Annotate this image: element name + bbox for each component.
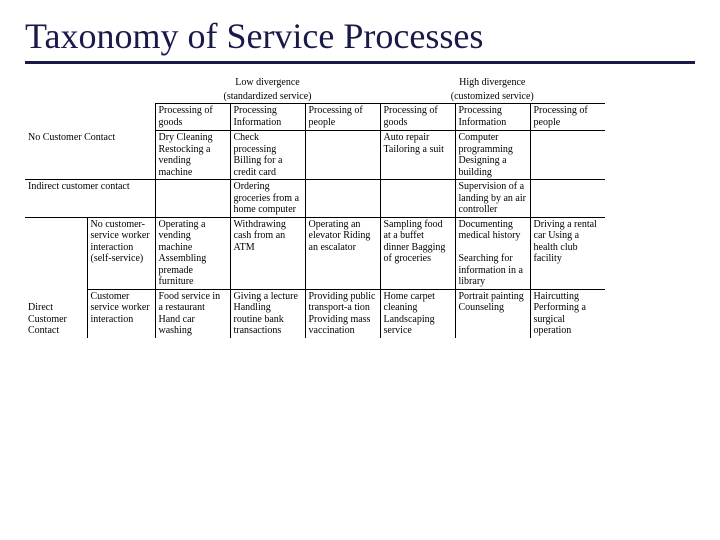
cell-r4-li: Giving a lecture Handling routine bank t… (230, 289, 305, 338)
cell-r3-hi: Documenting medical history Searching fo… (455, 217, 530, 289)
row-no-worker: No customer-service worker interaction (… (87, 217, 155, 289)
col-high-goods: Processing of goods (380, 104, 455, 131)
cell-r2-lg (155, 180, 230, 218)
header-high-sub: (customized service) (380, 90, 605, 104)
cell-r1-hi: Computer programming Designing a buildin… (455, 131, 530, 180)
cell-r2-hi: Supervision of a landing by an air contr… (455, 180, 530, 218)
header-high-div: High divergence (380, 76, 605, 90)
cell-r3-li: Withdrawing cash from an ATM (230, 217, 305, 289)
cell-r4-lp: Providing public transport-a tion Provid… (305, 289, 380, 338)
row-direct: Direct Customer Contact (25, 217, 87, 338)
page-title: Taxonomy of Service Processes (25, 15, 695, 57)
cell-r2-hp (530, 180, 605, 218)
cell-r3-hp: Driving a rental car Using a health club… (530, 217, 605, 289)
title-underline (25, 61, 695, 64)
cell-r4-hp: Haircutting Performing a surgical operat… (530, 289, 605, 338)
row-no-contact: No Customer Contact (25, 131, 155, 180)
cell-r4-hi: Portrait painting Counseling (455, 289, 530, 338)
row-indirect: Indirect customer contact (25, 180, 155, 218)
cell-r4-lg: Food service in a restaurant Hand car wa… (155, 289, 230, 338)
col-low-info: Processing Information (230, 104, 305, 131)
cell-r3-hg: Sampling food at a buffet dinner Bagging… (380, 217, 455, 289)
col-low-goods: Processing of goods (155, 104, 230, 131)
row-worker: Customer service worker interaction (87, 289, 155, 338)
cell-r1-lp (305, 131, 380, 180)
cell-r1-hg: Auto repair Tailoring a suit (380, 131, 455, 180)
cell-r4-hg: Home carpet cleaning Landscaping service (380, 289, 455, 338)
cell-r3-lp: Operating an elevator Riding an escalato… (305, 217, 380, 289)
cell-r1-hp (530, 131, 605, 180)
header-low-sub: (standardized service) (155, 90, 380, 104)
cell-r3-lg: Operating a vending machine Assembling p… (155, 217, 230, 289)
col-low-people: Processing of people (305, 104, 380, 131)
cell-r2-lp (305, 180, 380, 218)
taxonomy-table: Low divergence High divergence (standard… (25, 76, 695, 338)
header-low-div: Low divergence (155, 76, 380, 90)
cell-r2-li: Ordering groceries from a home computer (230, 180, 305, 218)
cell-r1-li: Check processing Billing for a credit ca… (230, 131, 305, 180)
cell-r1-lg: Dry Cleaning Restocking a vending machin… (155, 131, 230, 180)
col-high-people: Processing of people (530, 104, 605, 131)
col-high-info: Processing Information (455, 104, 530, 131)
cell-r2-hg (380, 180, 455, 218)
